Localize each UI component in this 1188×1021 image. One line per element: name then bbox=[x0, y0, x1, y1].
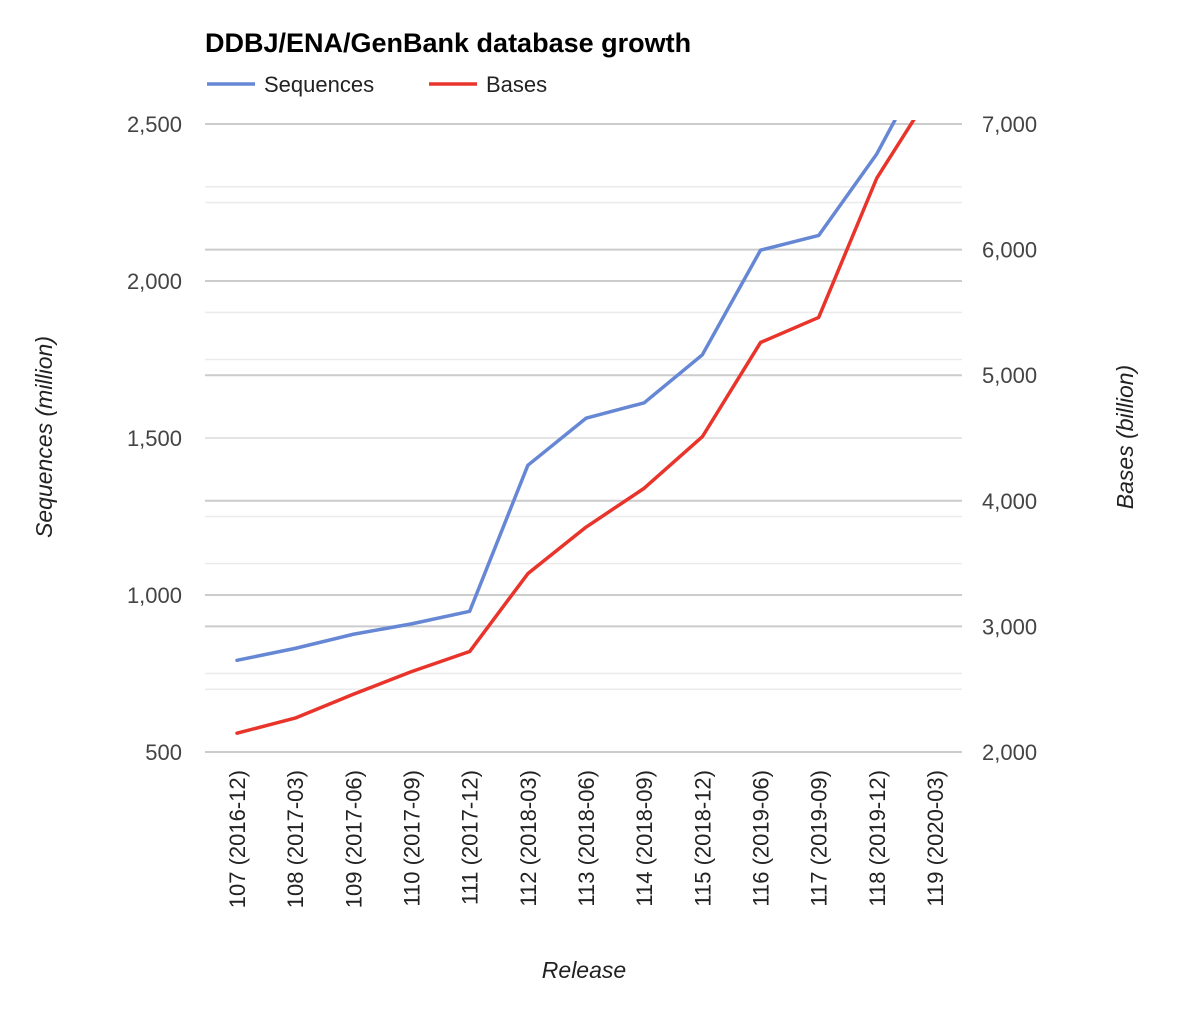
data-point-bases bbox=[934, 85, 936, 87]
data-point-sequences bbox=[642, 401, 646, 405]
x-axis-ticks: 107 (2016-12) 108 (2017-03) 109 (2017-06) 1… bbox=[225, 770, 948, 908]
x-tick-label: 110 (2017-09) bbox=[400, 770, 425, 907]
left-axis-ticks: 500 1,000 1,500 2,000 2,500 bbox=[127, 112, 182, 765]
right-tick-label: 6,000 bbox=[982, 238, 1037, 263]
x-tick-label: 113 (2018-06) bbox=[574, 770, 599, 907]
legend-label-bases: Bases bbox=[486, 72, 547, 97]
data-point-sequences bbox=[526, 464, 530, 467]
data-point-bases bbox=[352, 693, 355, 696]
series-layer bbox=[235, 44, 936, 735]
left-tick-label: 500 bbox=[145, 740, 182, 765]
left-tick-label: 1,500 bbox=[127, 426, 182, 451]
data-point-sequences bbox=[875, 152, 879, 156]
data-point-sequences bbox=[934, 44, 936, 46]
data-point-sequences bbox=[410, 622, 413, 626]
data-point-sequences bbox=[584, 417, 588, 420]
right-tick-label: 4,000 bbox=[982, 489, 1037, 514]
series-line-sequences bbox=[235, 120, 897, 663]
right-axis-ticks: 2,000 3,000 4,000 5,000 6,000 7,000 bbox=[982, 112, 1037, 765]
data-point-bases bbox=[526, 572, 530, 575]
chart-title: DDBJ/ENA/GenBank database growth bbox=[205, 28, 691, 58]
x-tick-label: 114 (2018-09) bbox=[632, 770, 657, 907]
left-tick-label: 1,000 bbox=[127, 583, 182, 608]
data-point-bases bbox=[701, 435, 704, 438]
x-tick-label: 111 (2017-12) bbox=[458, 770, 483, 905]
left-axis-title: Sequences (million) bbox=[31, 336, 57, 538]
right-tick-label: 5,000 bbox=[982, 363, 1037, 388]
data-point-bases bbox=[875, 176, 879, 180]
gridlines bbox=[205, 123, 962, 753]
data-point-bases bbox=[235, 731, 239, 735]
x-tick-label: 107 (2016-12) bbox=[225, 770, 250, 908]
left-tick-label: 2,500 bbox=[127, 112, 182, 137]
x-tick-label: 118 (2019-12) bbox=[865, 770, 890, 907]
left-tick-label: 2,000 bbox=[127, 269, 182, 294]
legend: Sequences Bases bbox=[207, 72, 547, 97]
x-tick-label: 112 (2018-03) bbox=[516, 770, 541, 907]
data-point-bases bbox=[293, 716, 297, 720]
x-axis-title: Release bbox=[542, 957, 626, 983]
x-tick-label: 117 (2019-09) bbox=[807, 770, 832, 907]
x-tick-label: 119 (2020-03) bbox=[923, 770, 948, 907]
right-tick-label: 3,000 bbox=[982, 614, 1037, 639]
data-point-bases bbox=[817, 316, 820, 319]
data-point-bases bbox=[468, 650, 471, 653]
data-point-sequences bbox=[759, 249, 762, 252]
x-tick-label: 108 (2017-03) bbox=[283, 770, 308, 908]
right-axis-title: Bases (billion) bbox=[1112, 365, 1138, 509]
x-tick-label: 109 (2017-06) bbox=[341, 770, 366, 908]
data-point-sequences bbox=[235, 659, 239, 662]
legend-label-sequences: Sequences bbox=[264, 72, 374, 97]
right-tick-label: 2,000 bbox=[982, 740, 1037, 765]
data-point-bases bbox=[584, 525, 588, 529]
data-point-sequences bbox=[352, 633, 355, 636]
data-point-sequences bbox=[817, 234, 820, 237]
data-point-bases bbox=[759, 341, 762, 344]
data-point-sequences bbox=[701, 353, 704, 356]
data-point-bases bbox=[642, 487, 646, 490]
data-point-sequences bbox=[293, 647, 297, 650]
right-tick-label: 7,000 bbox=[982, 112, 1037, 137]
x-tick-label: 116 (2019-06) bbox=[749, 770, 774, 907]
data-point-bases bbox=[410, 670, 413, 673]
data-point-sequences bbox=[468, 610, 471, 613]
x-tick-label: 115 (2018-12) bbox=[690, 770, 715, 907]
